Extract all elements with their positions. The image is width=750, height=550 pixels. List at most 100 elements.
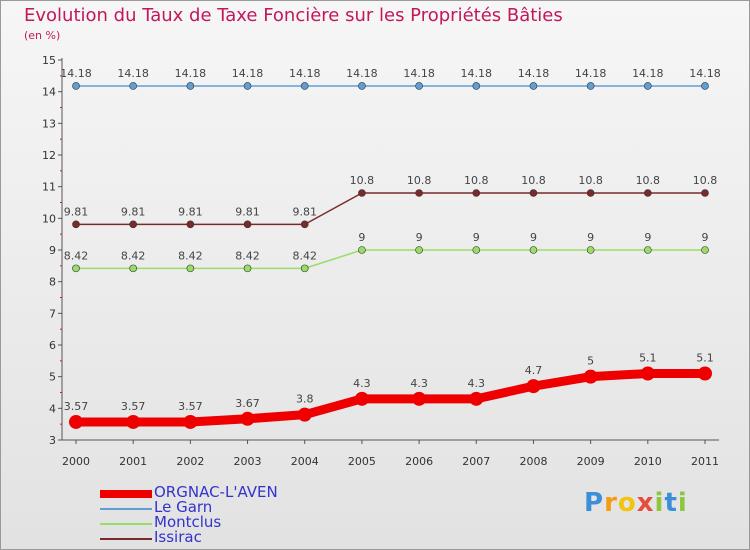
- proxiti-logo: Proxiti: [584, 488, 688, 518]
- x-tick-label: 2010: [634, 455, 662, 468]
- logo-letter: x: [636, 488, 655, 518]
- data-label: 8.42: [178, 249, 203, 262]
- data-point: [472, 189, 481, 197]
- data-point: [472, 82, 481, 90]
- series-line-issirac: [75, 192, 706, 226]
- data-point: [354, 391, 369, 406]
- logo-letter: P: [584, 488, 605, 518]
- data-point: [358, 246, 366, 254]
- y-tick-label: 10: [42, 212, 56, 225]
- series-line-montclus: [75, 249, 706, 270]
- x-tick-label: 2004: [291, 455, 319, 468]
- data-label: 10.8: [407, 174, 432, 187]
- data-point: [698, 366, 712, 381]
- data-label: 14.18: [289, 67, 321, 80]
- data-label: 10.8: [578, 174, 603, 187]
- y-tick-label: 14: [42, 86, 56, 99]
- x-tick-label: 2001: [119, 455, 147, 468]
- y-tick-label: 5: [49, 371, 56, 384]
- data-point: [183, 414, 198, 429]
- data-point: [243, 220, 252, 229]
- data-label: 3.57: [178, 400, 203, 413]
- chart-title: Evolution du Taux de Taxe Foncière sur l…: [24, 5, 563, 26]
- data-label: 5.1: [696, 352, 714, 365]
- data-label: 14.18: [117, 67, 149, 80]
- logo-letter: t: [664, 488, 678, 518]
- y-tick-label: 13: [42, 117, 56, 130]
- data-point: [129, 82, 137, 90]
- logo-letter: r: [604, 488, 618, 518]
- data-point: [358, 82, 366, 90]
- data-label: 14.18: [518, 67, 550, 80]
- data-point: [186, 220, 195, 229]
- data-label: 9: [473, 231, 480, 244]
- y-tick-label: 9: [49, 244, 56, 257]
- data-point: [586, 246, 595, 254]
- data-point: [243, 82, 252, 90]
- data-label: 4.3: [353, 377, 371, 390]
- data-point: [586, 82, 595, 90]
- data-point: [644, 246, 652, 254]
- data-point: [300, 264, 309, 273]
- legend-label: Montclus: [154, 513, 222, 531]
- data-point: [72, 82, 80, 90]
- x-tick-label: 2005: [348, 455, 376, 468]
- data-point: [640, 366, 655, 381]
- data-label: 9.81: [292, 205, 317, 218]
- data-point: [412, 391, 427, 406]
- data-point: [186, 82, 195, 90]
- data-point: [586, 189, 595, 197]
- data-point: [415, 82, 423, 90]
- data-point: [240, 411, 255, 426]
- data-label: 8.42: [121, 249, 146, 262]
- legend-swatch: [100, 523, 152, 525]
- data-label: 8.42: [292, 249, 317, 262]
- series-line-orgnac-l-aven: [71, 369, 710, 427]
- data-point: [701, 246, 709, 254]
- data-label: 5.1: [639, 352, 657, 365]
- data-point: [529, 189, 538, 197]
- legend-swatch: [100, 508, 152, 510]
- data-label: 3.57: [64, 400, 89, 413]
- data-label: 9: [416, 231, 423, 244]
- data-label: 9: [587, 231, 594, 244]
- data-label: 14.18: [346, 67, 378, 80]
- data-point: [72, 220, 80, 229]
- data-point: [69, 414, 83, 429]
- data-label: 3.67: [235, 397, 260, 410]
- data-label: 9.81: [64, 205, 89, 218]
- data-label: 14.18: [575, 67, 607, 80]
- x-tick-label: 2009: [577, 455, 605, 468]
- data-label: 14.18: [461, 67, 493, 80]
- y-tick-label: 15: [42, 54, 56, 67]
- data-point: [469, 391, 484, 406]
- data-label: 4.3: [410, 377, 428, 390]
- data-label: 9: [530, 231, 537, 244]
- data-label: 10.8: [521, 174, 546, 187]
- logo-letter: o: [617, 488, 637, 518]
- y-tick-label: 7: [49, 307, 56, 320]
- data-label: 10.8: [693, 174, 718, 187]
- data-label: 14.18: [403, 67, 435, 80]
- data-point: [129, 264, 137, 273]
- data-point: [300, 220, 309, 229]
- data-point: [72, 264, 80, 273]
- data-label: 10.8: [636, 174, 661, 187]
- data-point: [126, 414, 141, 429]
- x-tick-label: 2000: [62, 455, 90, 468]
- data-point: [297, 407, 312, 422]
- x-tick-label: 2011: [691, 455, 719, 468]
- data-point: [526, 379, 541, 394]
- data-point: [129, 220, 137, 229]
- data-point: [243, 264, 252, 273]
- data-point: [583, 369, 598, 384]
- data-point: [415, 189, 423, 197]
- y-tick-label: 12: [42, 149, 56, 162]
- logo-letter: i: [654, 488, 665, 518]
- data-point: [415, 246, 423, 254]
- data-point: [300, 82, 309, 90]
- data-label: 14.18: [60, 67, 92, 80]
- data-label: 9: [702, 231, 709, 244]
- data-label: 9.81: [178, 205, 203, 218]
